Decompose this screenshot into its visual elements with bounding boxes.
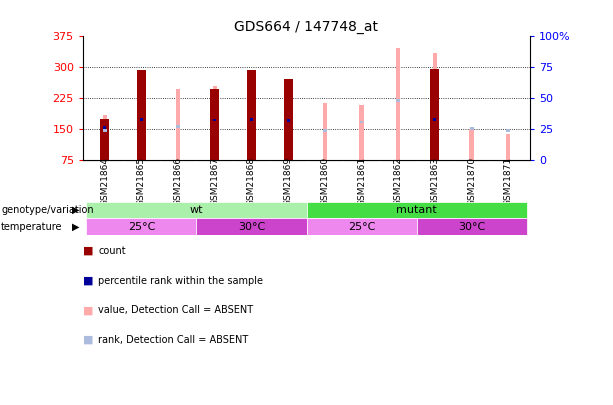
- Bar: [286, 79, 291, 160]
- Bar: [433, 118, 436, 121]
- Bar: [323, 129, 327, 132]
- Bar: [176, 89, 180, 160]
- Bar: [102, 115, 107, 160]
- Text: percentile rank within the sample: percentile rank within the sample: [98, 276, 263, 286]
- Bar: [196, 218, 306, 235]
- Text: 30°C: 30°C: [458, 222, 485, 232]
- Bar: [140, 118, 143, 121]
- Text: GSM21865: GSM21865: [137, 157, 146, 206]
- Text: genotype/variation: genotype/variation: [1, 205, 94, 215]
- Text: ■: ■: [83, 335, 93, 345]
- Bar: [213, 86, 217, 160]
- Bar: [103, 129, 107, 132]
- Text: temperature: temperature: [1, 222, 63, 232]
- Bar: [306, 202, 527, 218]
- Text: GSM21868: GSM21868: [247, 157, 256, 206]
- Text: value, Detection Call = ABSENT: value, Detection Call = ABSENT: [98, 305, 253, 315]
- Text: mutant: mutant: [396, 205, 437, 215]
- Bar: [284, 79, 293, 160]
- Text: count: count: [98, 246, 126, 256]
- Bar: [360, 121, 364, 124]
- Text: ■: ■: [83, 246, 93, 256]
- Bar: [139, 117, 143, 160]
- Text: rank, Detection Call = ABSENT: rank, Detection Call = ABSENT: [98, 335, 248, 345]
- Text: ■: ■: [83, 276, 93, 286]
- Bar: [137, 70, 146, 160]
- Text: GSM21870: GSM21870: [467, 157, 476, 206]
- Bar: [506, 129, 510, 132]
- Bar: [430, 69, 440, 160]
- Text: GSM21862: GSM21862: [394, 157, 403, 206]
- Bar: [286, 119, 290, 122]
- Text: GSM21863: GSM21863: [430, 157, 440, 206]
- Text: 30°C: 30°C: [238, 222, 265, 232]
- Bar: [249, 70, 254, 160]
- Bar: [176, 125, 180, 128]
- Bar: [103, 126, 107, 129]
- Text: GSM21871: GSM21871: [504, 157, 512, 206]
- Bar: [322, 102, 327, 160]
- Text: GSM21866: GSM21866: [173, 157, 183, 206]
- Bar: [396, 99, 400, 102]
- Text: wt: wt: [189, 205, 204, 215]
- Bar: [86, 202, 306, 218]
- Bar: [359, 104, 364, 160]
- Text: GSM21864: GSM21864: [101, 157, 109, 206]
- Title: GDS664 / 147748_at: GDS664 / 147748_at: [235, 20, 378, 34]
- Text: ▶: ▶: [72, 205, 80, 215]
- Bar: [470, 129, 474, 160]
- Bar: [433, 53, 437, 160]
- Bar: [250, 118, 253, 121]
- Text: ■: ■: [83, 305, 93, 315]
- Text: GSM21861: GSM21861: [357, 157, 366, 206]
- Bar: [396, 48, 400, 160]
- Bar: [86, 218, 196, 235]
- Bar: [417, 218, 527, 235]
- Text: GSM21867: GSM21867: [210, 157, 219, 206]
- Text: 25°C: 25°C: [348, 222, 375, 232]
- Text: GSM21860: GSM21860: [321, 157, 329, 206]
- Bar: [210, 89, 219, 160]
- Text: 25°C: 25°C: [128, 222, 155, 232]
- Bar: [470, 127, 473, 130]
- Text: ▶: ▶: [72, 222, 80, 232]
- Bar: [506, 134, 511, 160]
- Bar: [213, 119, 216, 122]
- Bar: [100, 119, 109, 160]
- Bar: [247, 70, 256, 160]
- Bar: [306, 218, 417, 235]
- Text: GSM21869: GSM21869: [284, 157, 292, 206]
